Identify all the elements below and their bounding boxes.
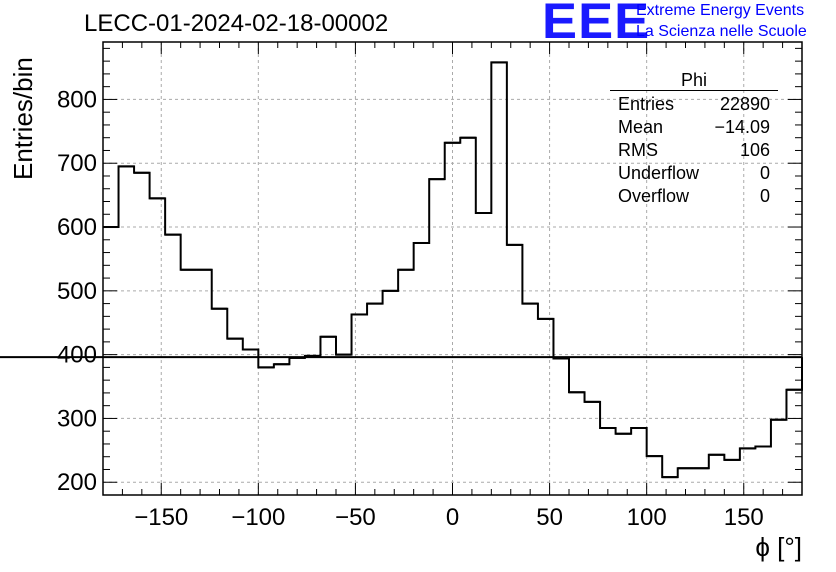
x-tick-label: −50 [335, 504, 376, 531]
stats-value: 0 [759, 163, 770, 183]
y-tick-label: 500 [57, 278, 97, 305]
y-tick-label: 700 [57, 150, 97, 177]
stats-rows: Entries 22890 Mean −14.09 RMS 106 Underflow 0 Ov… [610, 93, 778, 208]
stats-row: Underflow 0 [610, 162, 778, 185]
y-tick-label: 800 [57, 86, 97, 113]
y-tick-label: 300 [57, 405, 97, 432]
stats-title: Phi [680, 70, 707, 90]
eee-logo-mark: EEE [542, 0, 651, 49]
stats-value: 22890 [719, 94, 770, 114]
stats-label: Underflow [618, 163, 700, 183]
x-tick-label: −100 [231, 504, 285, 531]
stats-row: RMS 106 [610, 139, 778, 162]
x-tick-label: 50 [536, 504, 563, 531]
y-tick-label: 200 [57, 469, 97, 496]
x-tick-label: 100 [627, 504, 667, 531]
x-tick-label: −150 [134, 504, 188, 531]
stats-rule [610, 90, 778, 91]
eee-logo: EEE Extreme Energy Events La Scienza nel… [542, 0, 832, 49]
x-tick-label: 0 [446, 504, 459, 531]
logo-line-1: Extreme Energy Events [636, 2, 805, 19]
x-axis-label: ϕ [°] [755, 532, 802, 562]
stats-row: Entries 22890 [610, 93, 778, 116]
stats-value: −14.09 [714, 117, 770, 137]
stats-value: 106 [739, 140, 770, 160]
y-tick-label: 600 [57, 214, 97, 241]
stats-label: RMS [618, 140, 658, 160]
stats-label: Entries [618, 94, 675, 114]
stats-value: 0 [759, 186, 770, 206]
stats-label: Mean [618, 117, 664, 137]
stats-row: Overflow 0 [610, 185, 778, 208]
y-tick-label: 400 [57, 342, 97, 369]
stats-label: Overflow [618, 186, 690, 206]
logo-line-2: La Scienza nelle Scuole [636, 23, 807, 40]
stats-box: Phi Entries 22890 Mean −14.09 RMS 106 Underflo… [610, 70, 778, 208]
chart-title: LECC-01-2024-02-18-00002 [84, 10, 389, 37]
stats-row: Mean −14.09 [610, 116, 778, 139]
x-tick-label: 150 [724, 504, 764, 531]
